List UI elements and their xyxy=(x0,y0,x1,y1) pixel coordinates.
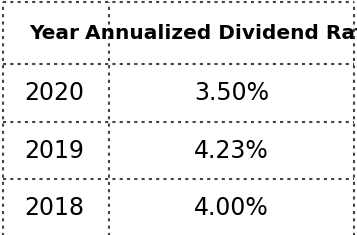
Text: 4.23%: 4.23% xyxy=(194,138,269,163)
Text: 2018: 2018 xyxy=(24,196,85,220)
Text: Annualized Dividend Rate: Annualized Dividend Rate xyxy=(85,24,357,43)
Text: 3.50%: 3.50% xyxy=(194,81,269,105)
Text: 4.00%: 4.00% xyxy=(194,196,269,220)
Text: 2019: 2019 xyxy=(25,138,84,163)
Text: 2020: 2020 xyxy=(24,81,85,105)
Text: Year: Year xyxy=(29,24,80,43)
